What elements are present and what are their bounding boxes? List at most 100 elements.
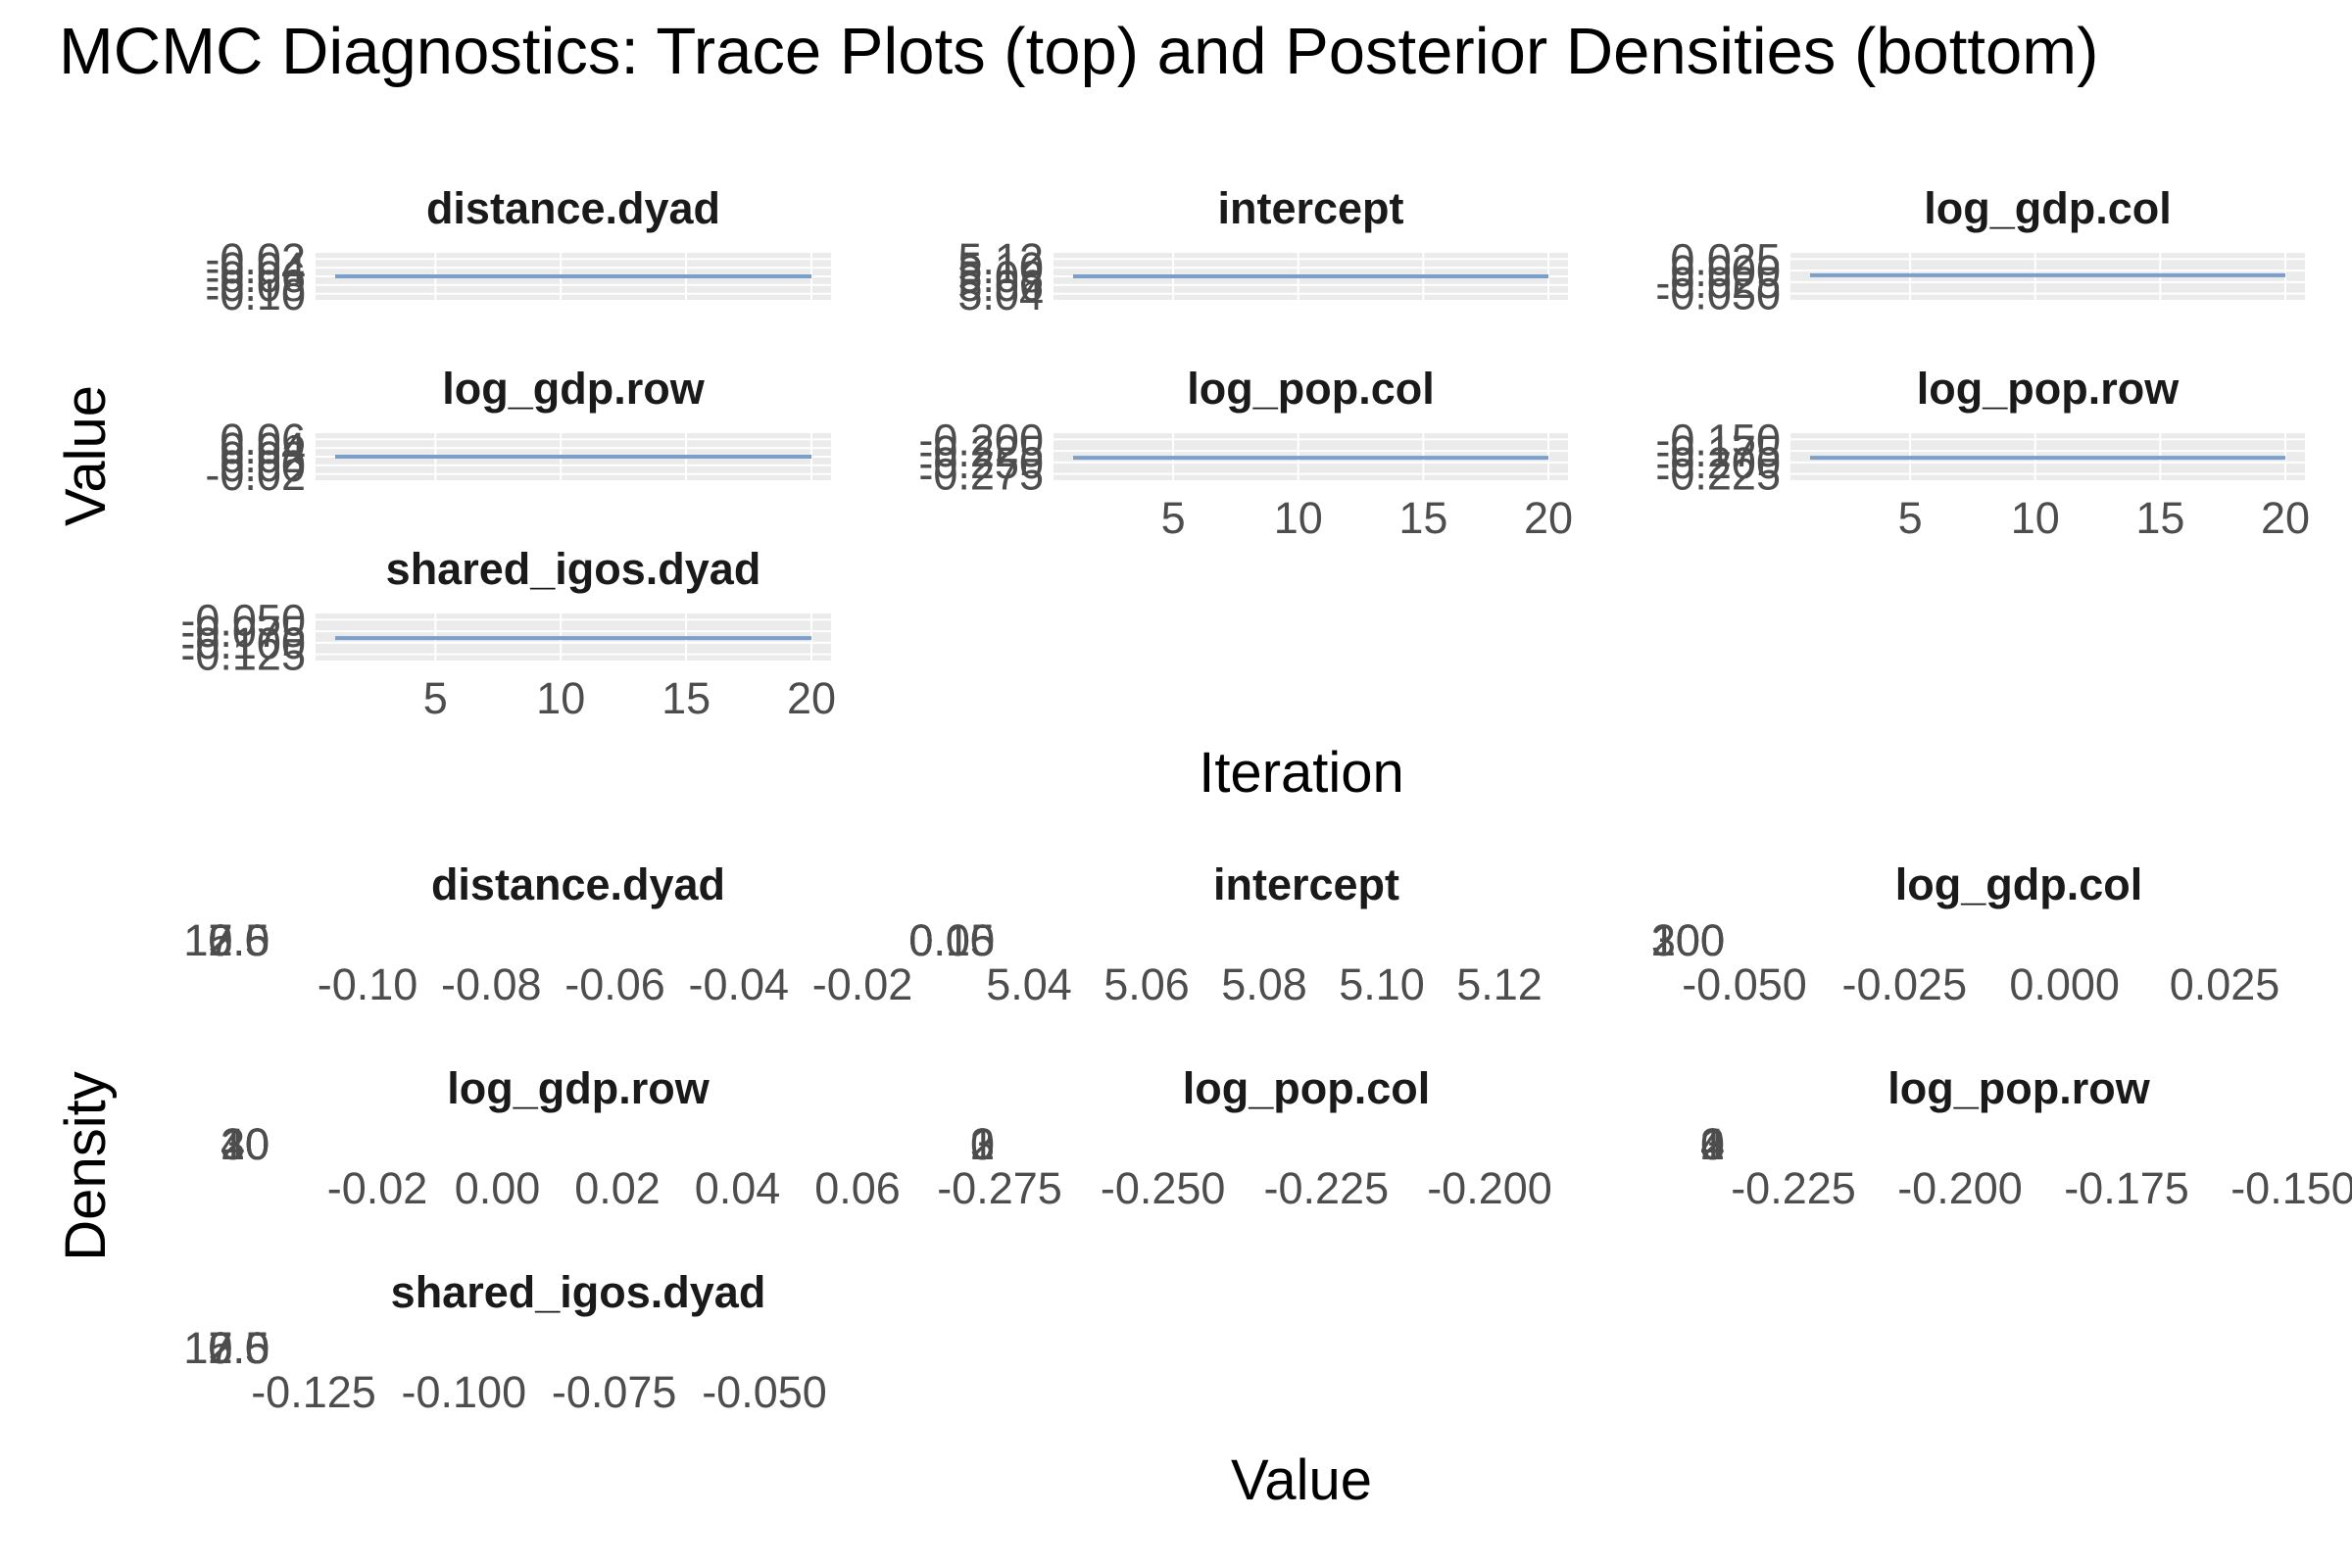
density-y-tick-label: 0 (970, 1119, 995, 1169)
trace-y-tick-label: 5.12 (957, 234, 1044, 284)
density-strip-title: intercept (1213, 859, 1399, 909)
trace-y-tick-label: -0.150 (1655, 415, 1781, 465)
trace-y-tick-label: -0.225 (1655, 450, 1781, 500)
density-y-tick-label: 2.5 (208, 915, 270, 965)
density-y-tick-label: 40 (220, 1119, 270, 1169)
density-x-tick-label: -0.175 (2064, 1163, 2189, 1213)
trace-y-tick-label: -0.04 (205, 243, 306, 293)
density-strip-title: shared_igos.dyad (391, 1267, 766, 1317)
density-panel-intercept: intercept 0.000.050.100.155.04 5.06 5.08 5.1… (908, 859, 1542, 1009)
density-x-tick-label: 5.12 (1456, 959, 1543, 1009)
trace-strip-title: log_pop.row (1917, 364, 2180, 414)
trace-y-tick-label: -0.200 (1655, 438, 1781, 488)
density-x-tick-label: -0.050 (1682, 959, 1807, 1009)
density-x-tick-label: 0.025 (2170, 959, 2280, 1009)
trace-y-tick-label: -0.025 (1655, 258, 1781, 308)
trace-y-tick-label: 0.025 (1670, 234, 1781, 284)
trace-y-tick-label: -0.050 (1655, 270, 1781, 319)
trace-strip-title: log_gdp.row (442, 364, 705, 414)
trace-y-tick-label: -0.125 (180, 630, 306, 680)
trace-panel-distance-dyad: distance.dyad -0.02-0.04-0.06-0.08-0.10 (205, 183, 831, 319)
trace-y-tick-label: 0.02 (220, 432, 306, 482)
density-x-tick-label: 5.08 (1221, 959, 1307, 1009)
density-x-axis-label: Value (1231, 1448, 1372, 1512)
density-x-tick-label: -0.150 (2230, 1163, 2352, 1213)
trace-x-axis-label: Iteration (1199, 741, 1404, 805)
density-y-tick-label: 3 (1700, 1119, 1725, 1169)
trace-strip-title: shared_igos.dyad (386, 544, 761, 594)
density-y-tick-label: 5.0 (208, 1323, 270, 1373)
density-strip-title: log_pop.col (1183, 1063, 1431, 1113)
density-y-tick-label: 3 (970, 1119, 995, 1169)
trace-y-tick-label: 0.04 (220, 423, 306, 473)
density-x-tick-label: -0.250 (1101, 1163, 1226, 1213)
density-x-tick-label: 5.06 (1103, 959, 1190, 1009)
density-y-tick-label: 300 (1651, 915, 1725, 965)
density-x-tick-label: -0.200 (1427, 1163, 1552, 1213)
trace-x-tick-label: 10 (536, 673, 585, 723)
trace-y-tick-label: -0.050 (180, 595, 306, 645)
trace-y-tick-label: -0.02 (205, 234, 306, 284)
density-y-tick-label: 200 (1651, 915, 1725, 965)
density-x-tick-label: -0.100 (402, 1367, 527, 1417)
density-y-tick-label: 30 (220, 1119, 270, 1169)
density-y-tick-label: 7.5 (208, 1323, 270, 1373)
density-strip-title: log_pop.row (1887, 1063, 2150, 1113)
density-y-tick-label: 4 (1700, 1119, 1725, 1169)
trace-panel-log-pop-col: log_pop.col -0.200-0.225-0.250-0.275 5 10 15… (918, 364, 1573, 543)
trace-y-tick-label: -0.225 (918, 426, 1044, 476)
trace-x-tick-label: 20 (1524, 493, 1573, 543)
density-y-tick-label: 0.10 (908, 915, 995, 965)
trace-y-tick-label: 5.04 (957, 270, 1044, 319)
density-x-tick-label: 0.04 (695, 1163, 781, 1213)
density-y-tick-label: 2 (970, 1119, 995, 1169)
density-x-tick-label: -0.275 (937, 1163, 1062, 1213)
density-x-tick-label: -0.02 (327, 1163, 428, 1213)
density-x-tick-label: 0.06 (814, 1163, 901, 1213)
trace-y-tick-label: -0.100 (180, 618, 306, 668)
trace-y-tick-label: -0.02 (205, 450, 306, 500)
trace-x-tick-label: 10 (2011, 493, 2060, 543)
density-y-tick-label: 0 (245, 1119, 270, 1169)
trace-x-tick-label: 15 (2135, 493, 2184, 543)
density-x-tick-label: -0.075 (552, 1367, 677, 1417)
trace-strip-title: distance.dyad (426, 183, 720, 233)
trace-plots: distance.dyad-0.02-0.04-0.06-0.08-0.10in… (180, 183, 2310, 723)
density-y-tick-label: 10.0 (183, 1323, 270, 1373)
trace-y-axis-label: Value (54, 385, 118, 526)
trace-x-tick-label: 15 (1398, 493, 1447, 543)
density-x-tick-label: 5.10 (1339, 959, 1425, 1009)
density-x-tick-label: -0.200 (1897, 1163, 2023, 1213)
trace-y-tick-label: -0.175 (1655, 426, 1781, 476)
density-x-tick-label: -0.08 (441, 959, 542, 1009)
density-y-tick-label: 0.0 (208, 1323, 270, 1373)
trace-y-tick-label: 5.08 (957, 252, 1044, 302)
density-x-tick-label: 5.04 (986, 959, 1072, 1009)
density-y-tick-label: 2 (1700, 1119, 1725, 1169)
trace-y-tick-label: -0.250 (918, 438, 1044, 488)
density-y-tick-label: 0.00 (908, 915, 995, 965)
density-x-tick-label: 0.00 (455, 1163, 541, 1213)
trace-y-tick-label: -0.08 (205, 261, 306, 311)
trace-y-tick-label: 5.10 (957, 243, 1044, 293)
density-x-tick-label: -0.050 (702, 1367, 827, 1417)
density-x-tick-label: -0.02 (812, 959, 913, 1009)
density-panel-shared-igos-dyad: shared_igos.dyad0.02.55.07.510.012.5-0.1… (183, 1267, 826, 1417)
page-title: MCMC Diagnostics: Trace Plots (top) and … (59, 15, 2099, 88)
density-y-tick-label: 7.5 (208, 915, 270, 965)
density-strip-title: log_gdp.row (447, 1063, 710, 1113)
density-y-tick-label: 1 (970, 1119, 995, 1169)
density-y-tick-label: 0 (1700, 915, 1725, 965)
trace-panel-intercept: intercept 5.125.105.085.065.04 (957, 183, 1568, 319)
density-y-tick-label: 100 (1651, 915, 1725, 965)
density-y-tick-label: 10.0 (183, 915, 270, 965)
density-y-tick-label: 5.0 (208, 915, 270, 965)
density-x-tick-label: -0.125 (251, 1367, 376, 1417)
trace-panel-log-gdp-row: log_gdp.row 0.060.040.020.00-0.02 (205, 364, 831, 500)
